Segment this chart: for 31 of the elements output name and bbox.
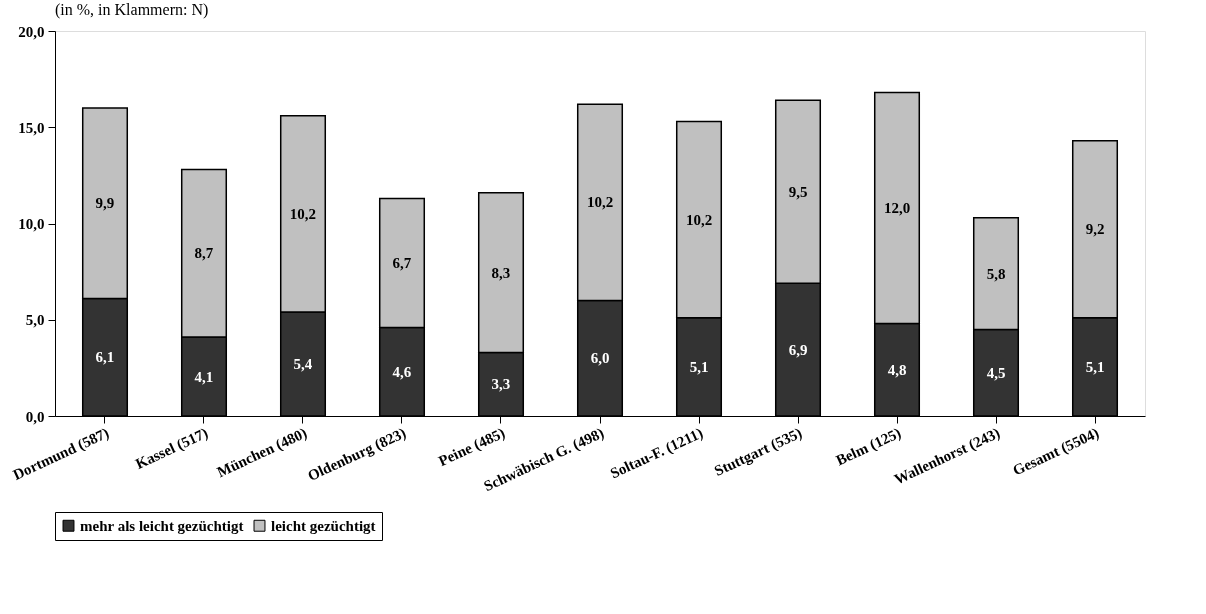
y-tick-label: 20,0 xyxy=(18,23,45,40)
data-label: 9,9 xyxy=(95,195,115,212)
data-label: 6,7 xyxy=(392,254,412,271)
data-label: 4,1 xyxy=(194,368,214,385)
data-label: 5,1 xyxy=(1085,358,1105,375)
y-tick-label: 15,0 xyxy=(18,119,45,136)
data-label: 6,1 xyxy=(95,349,115,366)
data-label: 5,8 xyxy=(986,265,1006,282)
x-tick-label: Peine (485) xyxy=(436,424,508,471)
y-tick-label: 10,0 xyxy=(18,216,45,232)
data-label: 4,8 xyxy=(887,361,907,378)
data-label: 4,6 xyxy=(392,363,412,380)
data-label: 5,1 xyxy=(689,358,709,375)
data-label: 5,4 xyxy=(293,356,313,373)
legend-label: leicht gezüchtigt xyxy=(271,517,376,534)
data-label: 9,5 xyxy=(788,183,808,200)
data-label: 6,0 xyxy=(590,350,610,367)
data-label: 8,3 xyxy=(491,264,511,281)
data-label: 8,7 xyxy=(194,245,214,262)
data-label: 3,3 xyxy=(491,376,511,393)
chart-title: (in %, in Klammern: N) xyxy=(55,1,209,19)
data-label: 4,5 xyxy=(986,364,1006,381)
data-label: 10,2 xyxy=(586,194,614,211)
y-tick-label: 0,0 xyxy=(25,408,45,425)
data-label: 9,2 xyxy=(1085,221,1105,238)
data-label: 10,2 xyxy=(685,211,713,228)
y-tick-label: 5,0 xyxy=(25,312,45,329)
legend-label: mehr als leicht gezüchtigt xyxy=(80,517,244,534)
data-label: 10,2 xyxy=(289,205,317,222)
data-label: 6,9 xyxy=(788,341,808,358)
data-label: 12,0 xyxy=(883,200,911,217)
